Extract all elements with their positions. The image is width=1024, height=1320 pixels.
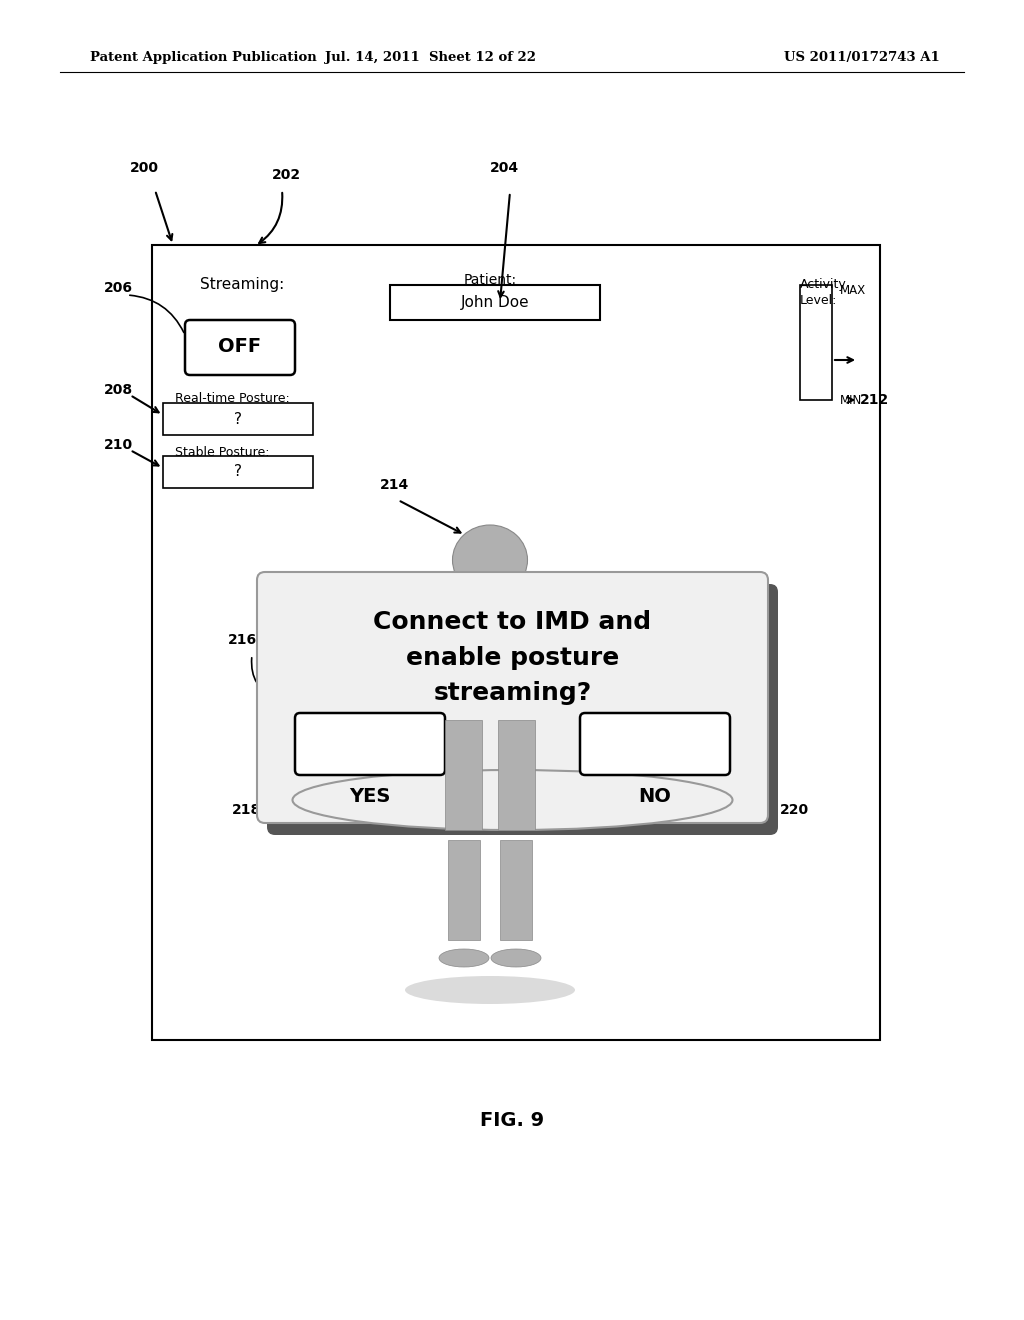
FancyBboxPatch shape: [267, 583, 778, 836]
Text: John Doe: John Doe: [461, 294, 529, 309]
Polygon shape: [425, 610, 555, 710]
Text: Real-time Posture:: Real-time Posture:: [175, 392, 290, 404]
Text: Jul. 14, 2011  Sheet 12 of 22: Jul. 14, 2011 Sheet 12 of 22: [325, 51, 536, 65]
Bar: [410, 601, 435, 700]
FancyBboxPatch shape: [257, 572, 768, 822]
Text: Streaming:: Streaming:: [200, 277, 285, 293]
Bar: [163, 403, 313, 436]
Ellipse shape: [406, 975, 575, 1005]
FancyBboxPatch shape: [185, 319, 295, 375]
Text: Activity
Level:: Activity Level:: [800, 279, 847, 308]
Ellipse shape: [439, 949, 489, 968]
Text: Patent Application Publication: Patent Application Publication: [90, 51, 316, 65]
Bar: [445, 665, 535, 719]
Text: OFF: OFF: [218, 338, 261, 356]
Ellipse shape: [293, 770, 732, 830]
Text: ?: ?: [234, 465, 242, 479]
Text: ?: ?: [234, 412, 242, 426]
Text: 206: 206: [104, 281, 133, 294]
Ellipse shape: [490, 949, 541, 968]
Bar: [449, 840, 480, 940]
Bar: [475, 576, 505, 601]
Bar: [500, 840, 532, 940]
Text: 214: 214: [380, 478, 410, 492]
Bar: [545, 601, 570, 700]
Text: 208: 208: [104, 383, 133, 397]
Text: 202: 202: [272, 168, 301, 182]
Bar: [152, 246, 880, 1040]
Text: Patient:: Patient:: [464, 273, 516, 286]
Text: Stable Posture:: Stable Posture:: [175, 446, 269, 458]
Bar: [390, 285, 600, 319]
Text: 212: 212: [860, 393, 889, 407]
Text: MIN: MIN: [840, 393, 862, 407]
Text: 200: 200: [130, 161, 159, 176]
Text: YES: YES: [349, 787, 391, 805]
Bar: [163, 455, 313, 488]
Ellipse shape: [453, 525, 527, 595]
Text: FIG. 9: FIG. 9: [480, 1110, 544, 1130]
Bar: [800, 285, 831, 400]
Text: 204: 204: [490, 161, 519, 176]
Text: 220: 220: [780, 803, 809, 817]
FancyBboxPatch shape: [580, 713, 730, 775]
Text: 218: 218: [232, 803, 261, 817]
Text: 216: 216: [228, 634, 257, 647]
Text: US 2011/0172743 A1: US 2011/0172743 A1: [784, 51, 940, 65]
Text: MAX: MAX: [840, 284, 866, 297]
FancyBboxPatch shape: [295, 713, 445, 775]
Text: Connect to IMD and
enable posture
streaming?: Connect to IMD and enable posture stream…: [374, 610, 651, 705]
Bar: [498, 719, 535, 830]
Bar: [445, 719, 482, 830]
Text: NO: NO: [639, 787, 672, 805]
Text: 210: 210: [104, 438, 133, 451]
